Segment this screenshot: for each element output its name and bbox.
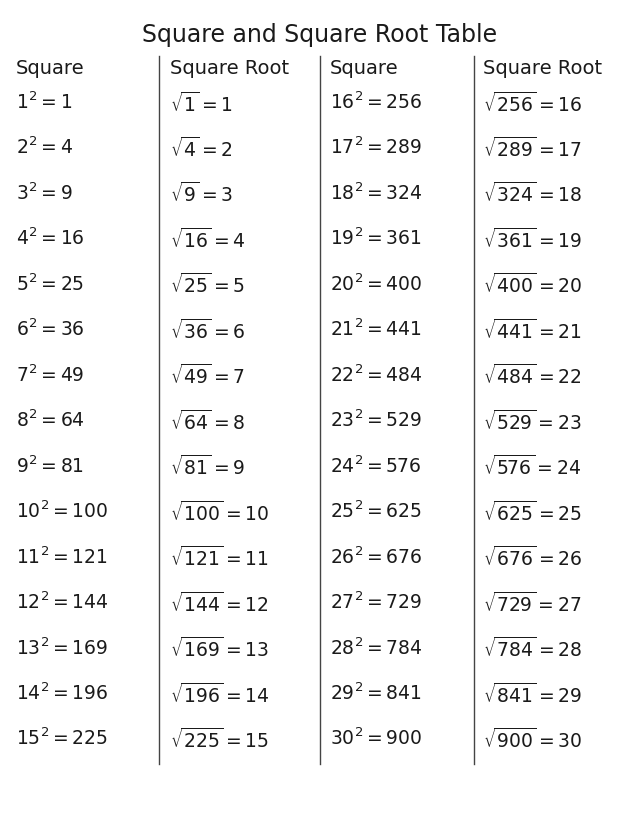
Text: $24^2 = 576$: $24^2 = 576$ bbox=[330, 455, 421, 477]
Text: $\sqrt{484} = 22$: $\sqrt{484} = 22$ bbox=[483, 364, 582, 389]
Text: $\sqrt{576} = 24$: $\sqrt{576} = 24$ bbox=[483, 455, 581, 479]
Text: $\sqrt{4} = 2$: $\sqrt{4} = 2$ bbox=[170, 137, 232, 161]
Text: $25^2 = 625$: $25^2 = 625$ bbox=[330, 500, 422, 522]
Text: Square: Square bbox=[16, 59, 84, 77]
Text: Square Root: Square Root bbox=[483, 59, 602, 77]
Text: $\sqrt{529} = 23$: $\sqrt{529} = 23$ bbox=[483, 410, 582, 434]
Text: $12^2 = 144$: $12^2 = 144$ bbox=[16, 592, 109, 613]
Text: $30^2 = 900$: $30^2 = 900$ bbox=[330, 728, 422, 750]
Text: $\sqrt{676} = 26$: $\sqrt{676} = 26$ bbox=[483, 546, 582, 570]
Text: $17^2 = 289$: $17^2 = 289$ bbox=[330, 137, 422, 158]
Text: Square Root: Square Root bbox=[170, 59, 289, 77]
Text: $18^2 = 324$: $18^2 = 324$ bbox=[330, 183, 422, 204]
Text: $\sqrt{25} = 5$: $\sqrt{25} = 5$ bbox=[170, 273, 244, 297]
Text: $9^2 = 81$: $9^2 = 81$ bbox=[16, 455, 84, 477]
Text: $\sqrt{361} = 19$: $\sqrt{361} = 19$ bbox=[483, 227, 582, 252]
Text: $\sqrt{900} = 30$: $\sqrt{900} = 30$ bbox=[483, 728, 582, 752]
Text: $\sqrt{81} = 9$: $\sqrt{81} = 9$ bbox=[170, 455, 244, 479]
Text: $7^2 = 49$: $7^2 = 49$ bbox=[16, 364, 84, 385]
Text: $\sqrt{784} = 28$: $\sqrt{784} = 28$ bbox=[483, 637, 582, 661]
Text: $\sqrt{841} = 29$: $\sqrt{841} = 29$ bbox=[483, 682, 582, 707]
Text: $\sqrt{324} = 18$: $\sqrt{324} = 18$ bbox=[483, 183, 582, 206]
Text: $\sqrt{256} = 16$: $\sqrt{256} = 16$ bbox=[483, 91, 582, 116]
Text: $10^2 = 100$: $10^2 = 100$ bbox=[16, 500, 109, 522]
Text: $28^2 = 784$: $28^2 = 784$ bbox=[330, 637, 422, 659]
Text: Square: Square bbox=[330, 59, 398, 77]
Text: $\sqrt{144} = 12$: $\sqrt{144} = 12$ bbox=[170, 592, 268, 616]
Text: $11^2 = 121$: $11^2 = 121$ bbox=[16, 546, 108, 567]
Text: $8^2 = 64$: $8^2 = 64$ bbox=[16, 410, 85, 431]
Text: $\sqrt{36} = 6$: $\sqrt{36} = 6$ bbox=[170, 319, 245, 343]
Text: $\sqrt{225} = 15$: $\sqrt{225} = 15$ bbox=[170, 728, 268, 752]
Text: $20^2 = 400$: $20^2 = 400$ bbox=[330, 273, 422, 295]
Text: $19^2 = 361$: $19^2 = 361$ bbox=[330, 227, 422, 249]
Text: $5^2 = 25$: $5^2 = 25$ bbox=[16, 273, 84, 295]
Text: $\sqrt{9} = 3$: $\sqrt{9} = 3$ bbox=[170, 183, 232, 206]
Text: $2^2 = 4$: $2^2 = 4$ bbox=[16, 137, 73, 158]
Text: $4^2 = 16$: $4^2 = 16$ bbox=[16, 227, 84, 249]
Text: $\sqrt{441} = 21$: $\sqrt{441} = 21$ bbox=[483, 319, 582, 343]
Text: $\sqrt{100} = 10$: $\sqrt{100} = 10$ bbox=[170, 500, 269, 525]
Text: $\sqrt{64} = 8$: $\sqrt{64} = 8$ bbox=[170, 410, 244, 434]
Text: $\sqrt{49} = 7$: $\sqrt{49} = 7$ bbox=[170, 364, 244, 389]
Text: $13^2 = 169$: $13^2 = 169$ bbox=[16, 637, 108, 659]
Text: $\sqrt{729} = 27$: $\sqrt{729} = 27$ bbox=[483, 592, 582, 616]
Text: $3^2 = 9$: $3^2 = 9$ bbox=[16, 183, 72, 204]
Text: $27^2 = 729$: $27^2 = 729$ bbox=[330, 592, 422, 613]
Text: $22^2 = 484$: $22^2 = 484$ bbox=[330, 364, 422, 385]
Text: $1^2 = 1$: $1^2 = 1$ bbox=[16, 91, 72, 112]
Text: $\sqrt{1} = 1$: $\sqrt{1} = 1$ bbox=[170, 91, 232, 116]
Text: $\sqrt{169} = 13$: $\sqrt{169} = 13$ bbox=[170, 637, 268, 661]
Text: $\sqrt{625} = 25$: $\sqrt{625} = 25$ bbox=[483, 500, 582, 525]
Text: $\sqrt{400} = 20$: $\sqrt{400} = 20$ bbox=[483, 273, 582, 297]
Text: $6^2 = 36$: $6^2 = 36$ bbox=[16, 319, 84, 340]
Text: $\sqrt{289} = 17$: $\sqrt{289} = 17$ bbox=[483, 137, 582, 161]
Text: $26^2 = 676$: $26^2 = 676$ bbox=[330, 546, 422, 567]
Text: $\sqrt{16} = 4$: $\sqrt{16} = 4$ bbox=[170, 227, 245, 252]
Text: $\sqrt{121} = 11$: $\sqrt{121} = 11$ bbox=[170, 546, 268, 570]
Text: $16^2 = 256$: $16^2 = 256$ bbox=[330, 91, 422, 112]
Text: $14^2 = 196$: $14^2 = 196$ bbox=[16, 682, 109, 704]
Text: $21^2 = 441$: $21^2 = 441$ bbox=[330, 319, 422, 340]
Text: Square and Square Root Table: Square and Square Root Table bbox=[143, 23, 497, 46]
Text: $15^2 = 225$: $15^2 = 225$ bbox=[16, 728, 108, 750]
Text: $\sqrt{196} = 14$: $\sqrt{196} = 14$ bbox=[170, 682, 269, 707]
Text: $23^2 = 529$: $23^2 = 529$ bbox=[330, 410, 422, 431]
Text: $29^2 = 841$: $29^2 = 841$ bbox=[330, 682, 422, 704]
